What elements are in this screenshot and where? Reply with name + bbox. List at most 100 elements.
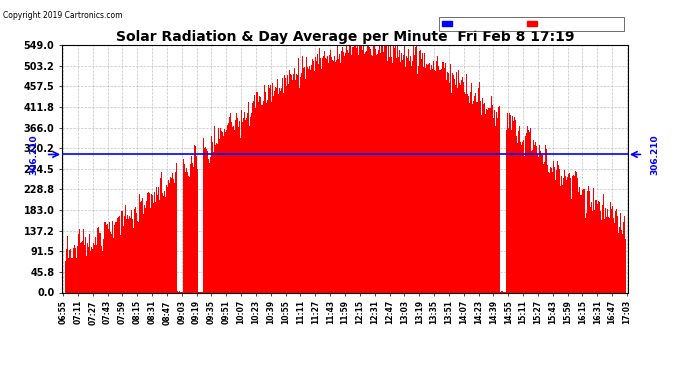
Bar — [264, 92, 266, 292]
Bar — [332, 60, 333, 292]
Bar — [160, 177, 161, 292]
Bar — [406, 56, 407, 292]
Bar — [222, 132, 224, 292]
Bar — [78, 234, 79, 292]
Bar — [540, 150, 541, 292]
Bar — [434, 70, 435, 292]
Bar — [502, 291, 503, 292]
Bar — [106, 225, 107, 292]
Bar — [355, 58, 357, 292]
Bar — [159, 200, 160, 292]
Bar — [383, 52, 384, 292]
Bar — [342, 47, 343, 292]
Bar — [624, 238, 626, 292]
Bar — [315, 57, 316, 292]
Bar — [144, 206, 145, 292]
Bar — [73, 248, 74, 292]
Bar — [323, 56, 324, 292]
Bar — [366, 51, 367, 292]
Bar — [282, 78, 283, 292]
Bar — [431, 65, 432, 292]
Bar — [566, 180, 567, 292]
Bar — [288, 72, 290, 292]
Bar — [325, 58, 326, 292]
Bar — [436, 61, 437, 292]
Bar — [184, 164, 185, 292]
Bar — [447, 72, 448, 292]
Bar — [269, 88, 270, 292]
Bar — [339, 54, 340, 292]
Bar — [424, 53, 426, 292]
Bar — [284, 75, 285, 292]
Bar — [234, 129, 235, 292]
Bar — [230, 113, 231, 292]
Bar — [545, 145, 546, 292]
Bar — [549, 173, 550, 292]
Bar — [617, 216, 618, 292]
Bar — [206, 149, 207, 292]
Bar — [454, 80, 455, 292]
Bar — [166, 184, 167, 292]
Bar — [95, 237, 96, 292]
Bar — [257, 92, 258, 292]
Bar — [368, 45, 369, 292]
Bar — [614, 223, 615, 292]
Bar — [352, 47, 353, 292]
Bar — [344, 56, 345, 292]
Bar — [426, 64, 427, 292]
Bar — [433, 62, 434, 292]
Bar — [116, 222, 117, 292]
Bar — [86, 239, 88, 292]
Bar — [508, 128, 509, 292]
Bar — [303, 68, 304, 292]
Bar — [219, 128, 221, 292]
Bar — [367, 45, 368, 292]
Bar — [338, 59, 339, 292]
Bar — [113, 238, 115, 292]
Bar — [251, 112, 252, 292]
Bar — [374, 46, 375, 292]
Bar — [477, 102, 478, 292]
Bar — [513, 121, 515, 292]
Bar — [373, 45, 374, 292]
Bar — [377, 50, 379, 292]
Bar — [117, 218, 118, 292]
Bar — [558, 165, 560, 292]
Bar — [553, 167, 555, 292]
Bar — [486, 110, 488, 292]
Bar — [408, 50, 409, 292]
Bar — [216, 143, 217, 292]
Bar — [141, 201, 142, 292]
Text: Copyright 2019 Cartronics.com: Copyright 2019 Cartronics.com — [3, 11, 123, 20]
Bar — [588, 186, 589, 292]
Bar — [564, 170, 565, 292]
Bar — [592, 211, 593, 292]
Bar — [211, 136, 212, 292]
Bar — [456, 72, 457, 292]
Bar — [228, 123, 229, 292]
Bar — [567, 177, 568, 292]
Bar — [422, 67, 424, 292]
Bar — [392, 63, 393, 292]
Bar — [148, 192, 149, 292]
Bar — [498, 107, 499, 292]
Bar — [613, 218, 614, 292]
Bar — [619, 227, 620, 292]
Bar — [300, 76, 301, 292]
Bar — [446, 80, 447, 292]
Bar — [249, 126, 250, 292]
Bar — [306, 57, 307, 292]
Bar — [530, 128, 531, 292]
Bar — [364, 54, 365, 292]
Bar — [83, 245, 85, 292]
Bar — [386, 45, 387, 292]
Bar — [410, 56, 411, 292]
Bar — [215, 146, 216, 292]
Bar — [543, 164, 544, 292]
Bar — [279, 88, 280, 292]
Bar — [379, 55, 380, 292]
Bar — [91, 247, 92, 292]
Bar — [241, 122, 243, 292]
Bar — [275, 87, 276, 292]
Bar — [66, 249, 68, 292]
